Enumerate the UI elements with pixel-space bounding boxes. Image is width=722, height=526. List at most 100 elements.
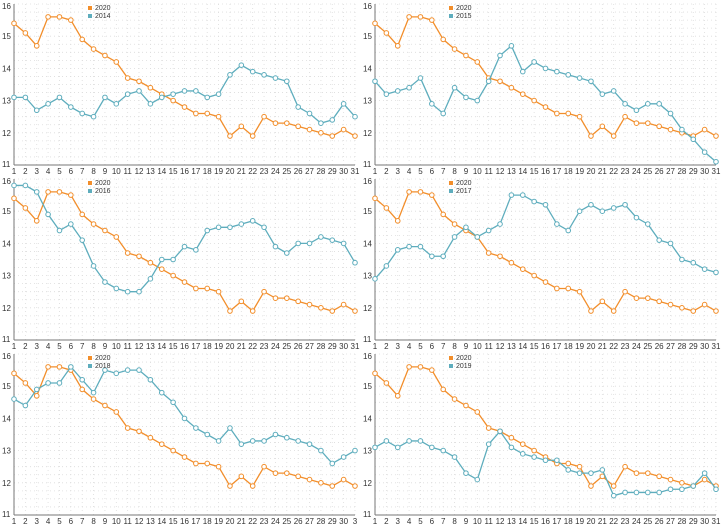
data-point-2020 <box>249 483 256 489</box>
x-tick-label: 14 <box>518 167 527 175</box>
data-point-2014 <box>238 62 245 68</box>
data-point-2019 <box>429 444 435 451</box>
data-point-2020 <box>497 253 503 260</box>
data-point-2020 <box>56 189 63 195</box>
data-point-2016 <box>329 237 336 243</box>
x-tick-label: 24 <box>632 342 641 350</box>
data-point-2016 <box>11 182 17 189</box>
data-point-2016 <box>33 189 40 195</box>
x-tick-label: 15 <box>530 167 539 175</box>
x-tick-label: 10 <box>473 517 482 525</box>
x-tick-label: 8 <box>91 517 96 525</box>
data-point-2020 <box>352 133 358 139</box>
x-tick-label: 10 <box>473 167 482 175</box>
data-point-2017 <box>474 234 481 240</box>
x-tick-label: 21 <box>237 517 246 525</box>
data-point-2014 <box>249 68 256 75</box>
data-point-2020 <box>406 364 412 370</box>
x-tick-label: 5 <box>57 167 62 175</box>
data-point-2020 <box>147 259 154 266</box>
data-point-2020 <box>519 266 526 272</box>
x-tick-label: 13 <box>507 342 516 350</box>
data-point-2020 <box>656 298 662 305</box>
data-point-2020 <box>329 133 336 139</box>
x-tick-label: 15 <box>530 342 539 350</box>
data-point-2020 <box>485 250 492 256</box>
y-tick-label: 14 <box>2 239 11 248</box>
data-point-2018 <box>102 367 108 373</box>
x-tick-label: 25 <box>643 517 652 525</box>
data-point-2019 <box>690 483 697 489</box>
data-point-2017 <box>429 253 435 260</box>
data-point-2020 <box>352 308 358 314</box>
data-point-2020 <box>227 483 233 489</box>
data-point-2014 <box>56 94 63 101</box>
x-tick-label: 25 <box>282 517 291 525</box>
data-point-2015 <box>440 110 446 117</box>
data-point-2020 <box>588 133 594 139</box>
data-point-2020 <box>45 364 51 370</box>
y-tick-label: 11 <box>363 510 372 519</box>
x-tick-label: 24 <box>271 517 280 525</box>
data-point-2020 <box>610 308 617 314</box>
x-tick-label: 11 <box>124 342 133 350</box>
x-tick-label: 13 <box>146 167 155 175</box>
data-point-2015 <box>383 91 390 97</box>
data-point-2020 <box>329 483 336 489</box>
data-point-2019 <box>610 492 617 499</box>
legend-swatch-2017 <box>449 189 453 193</box>
data-point-2015 <box>463 94 469 101</box>
x-tick-label: 1 <box>373 167 378 175</box>
data-point-2020 <box>383 380 390 386</box>
data-point-2020 <box>284 470 290 476</box>
data-point-2014 <box>102 94 108 101</box>
y-tick-label: 16 <box>2 2 11 11</box>
data-point-2018 <box>45 380 51 386</box>
y-tick-label: 12 <box>2 479 11 488</box>
data-point-2020 <box>22 30 29 36</box>
x-tick-label: 25 <box>643 342 652 350</box>
data-point-2016 <box>90 263 97 269</box>
y-tick-label: 16 <box>363 177 372 186</box>
data-point-2020 <box>284 295 290 301</box>
y-tick-label: 12 <box>2 129 11 138</box>
x-tick-label: 8 <box>452 342 457 350</box>
x-tick-label: 30 <box>339 517 348 525</box>
data-point-2016 <box>284 250 290 256</box>
x-tick-label: 6 <box>430 342 435 350</box>
data-point-2018 <box>238 441 245 447</box>
chart-panel-2016: 11 12 13 14 15 16 1 2 3 4 5 6 7 8 9 10 11 12 13 14 15 16 17 18 1… <box>0 175 361 350</box>
data-point-2020 <box>33 43 40 49</box>
data-point-2020 <box>440 211 446 218</box>
data-point-2020 <box>451 46 458 52</box>
x-tick-label: 27 <box>305 342 314 350</box>
x-tick-label: 23 <box>621 342 630 350</box>
data-point-2020 <box>588 483 594 489</box>
data-point-2017 <box>565 227 572 234</box>
data-point-2020 <box>633 470 640 476</box>
data-point-2019 <box>576 470 583 476</box>
data-point-2020 <box>90 396 97 402</box>
data-point-2020 <box>429 367 435 373</box>
y-tick-label: 14 <box>363 239 372 248</box>
data-point-2016 <box>272 243 279 250</box>
y-tick-label: 12 <box>363 129 372 138</box>
data-point-2015 <box>667 110 674 117</box>
x-tick-label: 19 <box>575 342 584 350</box>
data-point-2020 <box>667 301 674 308</box>
series-line-2018 <box>13 365 356 465</box>
data-point-2015 <box>519 68 526 75</box>
data-point-2015 <box>576 75 583 81</box>
x-tick-label: 4 <box>46 517 51 525</box>
data-point-2020 <box>227 133 233 139</box>
data-point-2018 <box>181 415 188 422</box>
x-tick-label: 13 <box>507 167 516 175</box>
y-tick-label: 11 <box>2 160 11 169</box>
x-tick-label: 31 <box>351 167 360 175</box>
data-point-2016 <box>68 221 74 227</box>
x-tick-label: 4 <box>46 342 51 350</box>
data-point-2020 <box>394 218 401 224</box>
data-point-2020 <box>11 195 17 202</box>
x-tick-label: 22 <box>609 342 618 350</box>
data-point-2020 <box>204 460 211 467</box>
